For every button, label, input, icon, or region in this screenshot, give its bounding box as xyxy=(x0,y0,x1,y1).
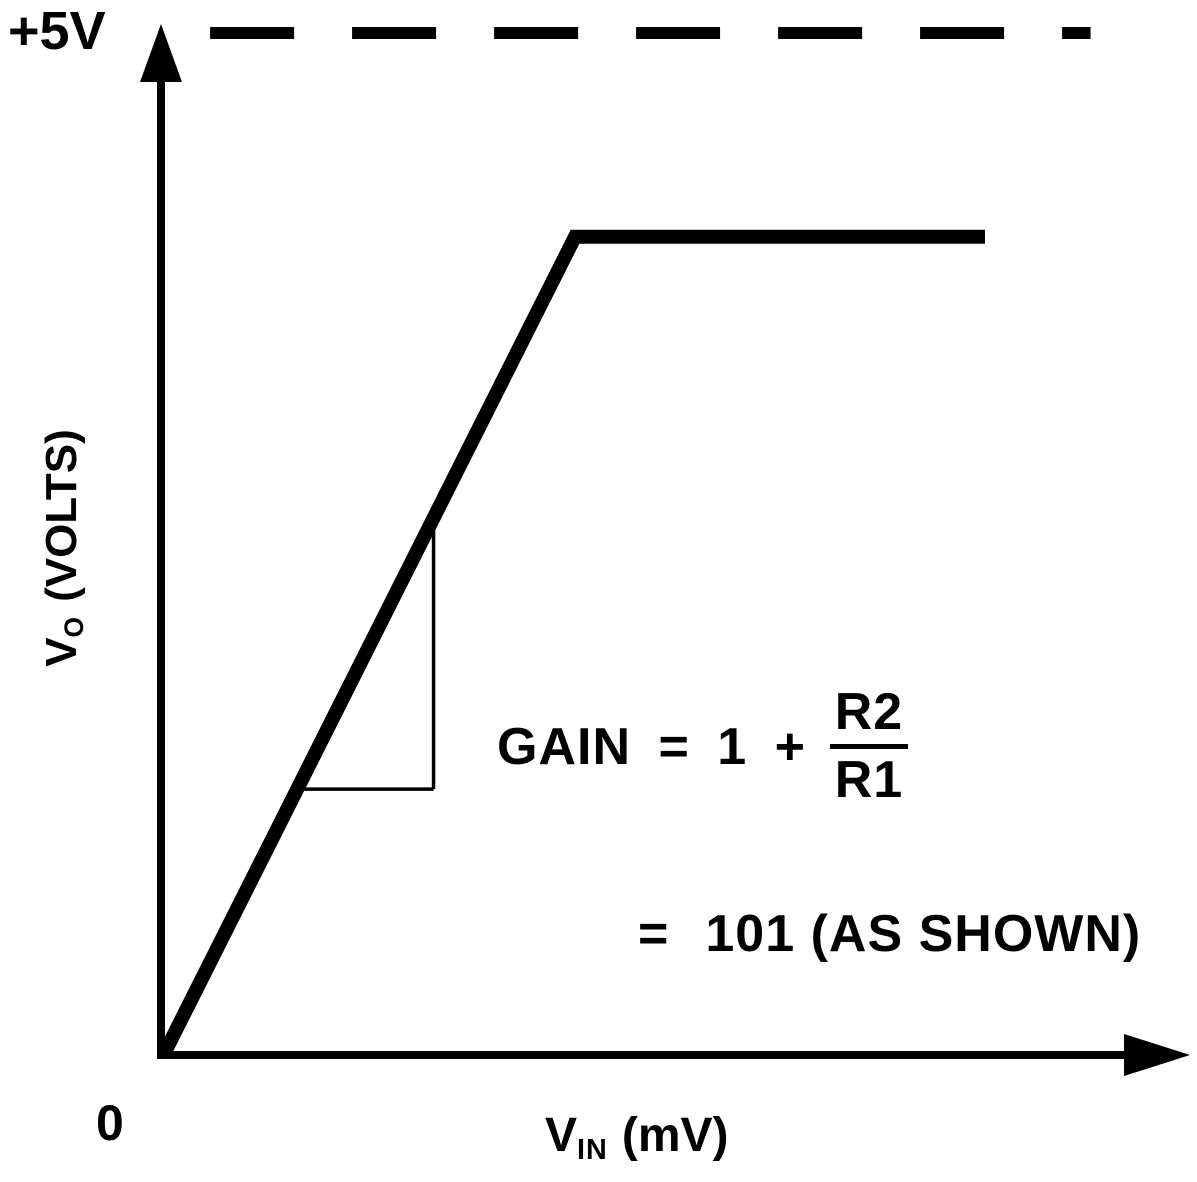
y-axis-label-symbol: V xyxy=(37,637,86,667)
gain-result-equals: = xyxy=(638,905,670,963)
gain-formula-prefix: GAIN = 1 + xyxy=(497,717,806,776)
y-axis-label: VO (VOLTS) xyxy=(37,429,89,667)
y-axis-arrowhead xyxy=(140,24,182,82)
fraction-denominator: R1 xyxy=(834,751,904,810)
x-axis-label-symbol: V xyxy=(545,1109,578,1162)
supply-voltage-label: +5V xyxy=(8,1,106,61)
gain-fraction: R2 R1 xyxy=(830,683,908,810)
origin-label: 0 xyxy=(96,1095,124,1151)
fraction-numerator: R2 xyxy=(834,683,904,741)
gain-result: = 101 (AS SHOWN) xyxy=(638,908,1141,960)
fraction-bar xyxy=(830,744,908,750)
gain-result-value: 101 (AS SHOWN) xyxy=(705,905,1142,963)
transfer-curve xyxy=(158,229,985,1056)
x-axis-label: VIN (mV) xyxy=(545,1109,729,1165)
gain-formula: GAIN = 1 + R2 R1 xyxy=(497,683,908,810)
y-axis-label-subscript: O xyxy=(59,615,90,638)
y-axis-label-units: (VOLTS) xyxy=(37,429,86,602)
x-axis-label-units: (mV) xyxy=(621,1109,729,1162)
x-axis-label-subscript: IN xyxy=(577,1134,608,1167)
x-axis-arrowhead xyxy=(1124,1034,1190,1076)
